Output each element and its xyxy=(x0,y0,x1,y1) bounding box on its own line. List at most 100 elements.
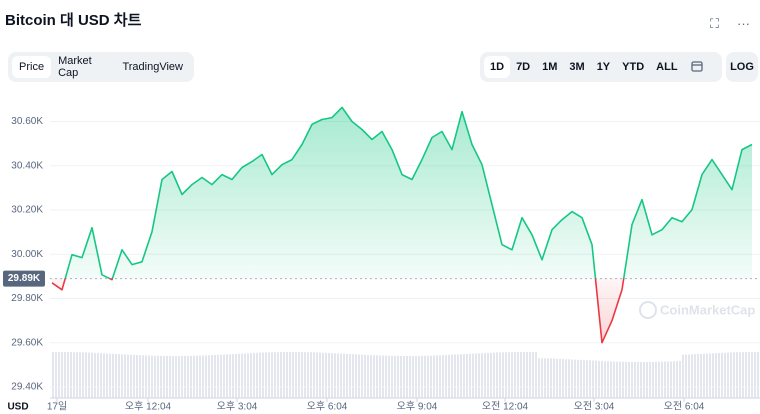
volume-bar xyxy=(304,352,306,398)
volume-bar xyxy=(574,359,576,398)
volume-bar xyxy=(139,355,141,398)
volume-bar xyxy=(316,352,318,398)
volume-bar xyxy=(328,352,330,398)
volume-bar xyxy=(343,353,345,398)
volume-bar xyxy=(400,355,402,398)
volume-bar xyxy=(499,352,501,398)
volume-bar xyxy=(391,355,393,398)
y-tick-label: 30.60K xyxy=(11,116,43,127)
button[interactable]: ALL xyxy=(656,61,678,73)
y-tick-label: 30.00K xyxy=(11,249,43,260)
volume-bar xyxy=(412,355,414,398)
volume-bar xyxy=(196,355,198,398)
volume-bar xyxy=(565,359,567,398)
volume-bar xyxy=(562,359,564,398)
volume-bar xyxy=(484,353,486,398)
volume-bar xyxy=(667,361,669,398)
volume-bar xyxy=(178,355,180,398)
volume-bar xyxy=(223,354,225,398)
volume-bar xyxy=(571,359,573,398)
volume-bar xyxy=(313,352,315,398)
volume-bar xyxy=(529,352,531,398)
volume-bar xyxy=(97,353,99,398)
volume-bar xyxy=(307,352,309,398)
calendar-button[interactable] xyxy=(684,55,710,80)
volume-bar xyxy=(430,355,432,398)
button[interactable]: TradingView xyxy=(122,61,183,73)
volume-bar xyxy=(703,353,705,398)
volume-bar xyxy=(664,361,666,398)
volume-bar xyxy=(658,361,660,398)
button[interactable]: 3M xyxy=(569,61,585,73)
volume-bar xyxy=(505,352,507,398)
volume-bar xyxy=(229,354,231,398)
button[interactable]: Market Cap xyxy=(58,55,92,79)
y-tick-label: 30.20K xyxy=(11,205,43,216)
volume-bar xyxy=(100,353,102,398)
volume-bar xyxy=(610,361,612,398)
volume-bar xyxy=(397,355,399,398)
volume-bar xyxy=(613,361,615,398)
volume-bar xyxy=(487,352,489,398)
volume-bar xyxy=(85,352,87,398)
volume-bar xyxy=(472,353,474,398)
volume-bar xyxy=(187,355,189,398)
volume-bar xyxy=(127,354,129,398)
watermark-text: CoinMarketCap xyxy=(660,302,755,317)
volume-bar xyxy=(478,353,480,398)
volume-bar xyxy=(493,352,495,398)
x-tick-label: 오후 12:04 xyxy=(125,401,172,413)
volume-bar xyxy=(310,352,312,398)
volume-bar xyxy=(172,355,174,398)
volume-bar xyxy=(70,352,72,398)
button[interactable]: 1D xyxy=(484,56,511,78)
log-button[interactable]: LOG xyxy=(730,61,754,73)
volume-bar xyxy=(262,352,264,398)
volume-bar xyxy=(367,354,369,398)
volume-bar xyxy=(394,355,396,398)
volume-bar xyxy=(340,353,342,398)
x-tick-label: 오전 12:04 xyxy=(482,401,529,413)
volume-bar xyxy=(691,354,693,398)
volume-bar xyxy=(235,353,237,398)
volume-bar xyxy=(727,352,729,398)
volume-bar xyxy=(724,352,726,398)
volume-bar xyxy=(214,354,216,398)
volume-bar xyxy=(439,355,441,398)
volume-bar xyxy=(631,361,633,398)
volume-bar xyxy=(592,360,594,398)
volume-bar xyxy=(361,354,363,398)
volume-bar xyxy=(322,352,324,398)
volume-bar xyxy=(352,354,354,398)
y-tick-label: 30.40K xyxy=(11,160,43,171)
toolbar-icons[interactable]: ⛶ ··· xyxy=(709,16,750,31)
volume-bar xyxy=(646,361,648,398)
volume-bar xyxy=(448,354,450,398)
volume-bar xyxy=(364,354,366,398)
volume-bar xyxy=(589,360,591,398)
button[interactable]: YTD xyxy=(622,61,645,73)
volume-bar xyxy=(154,355,156,398)
volume-bar xyxy=(466,353,468,398)
button[interactable]: 1M xyxy=(542,61,558,73)
volume-bar xyxy=(349,354,351,398)
volume-bar xyxy=(709,353,711,398)
volume-bar xyxy=(523,352,525,398)
volume-bar xyxy=(247,353,249,398)
volume-bar xyxy=(748,352,750,398)
button[interactable]: 1Y xyxy=(596,61,611,73)
volume-bar xyxy=(457,354,459,398)
volume-bar xyxy=(520,352,522,398)
volume-bar xyxy=(481,353,483,398)
volume-bar xyxy=(556,358,558,398)
volume-bar xyxy=(688,354,690,398)
volume-bar xyxy=(619,361,621,398)
button[interactable]: Price xyxy=(12,56,52,78)
volume-bar xyxy=(421,355,423,398)
button[interactable]: 7D xyxy=(516,61,531,73)
y-tick-label: 29.40K xyxy=(11,382,43,393)
volume-bar xyxy=(502,352,504,398)
volume-bar xyxy=(52,352,54,398)
volume-bar xyxy=(94,352,96,398)
